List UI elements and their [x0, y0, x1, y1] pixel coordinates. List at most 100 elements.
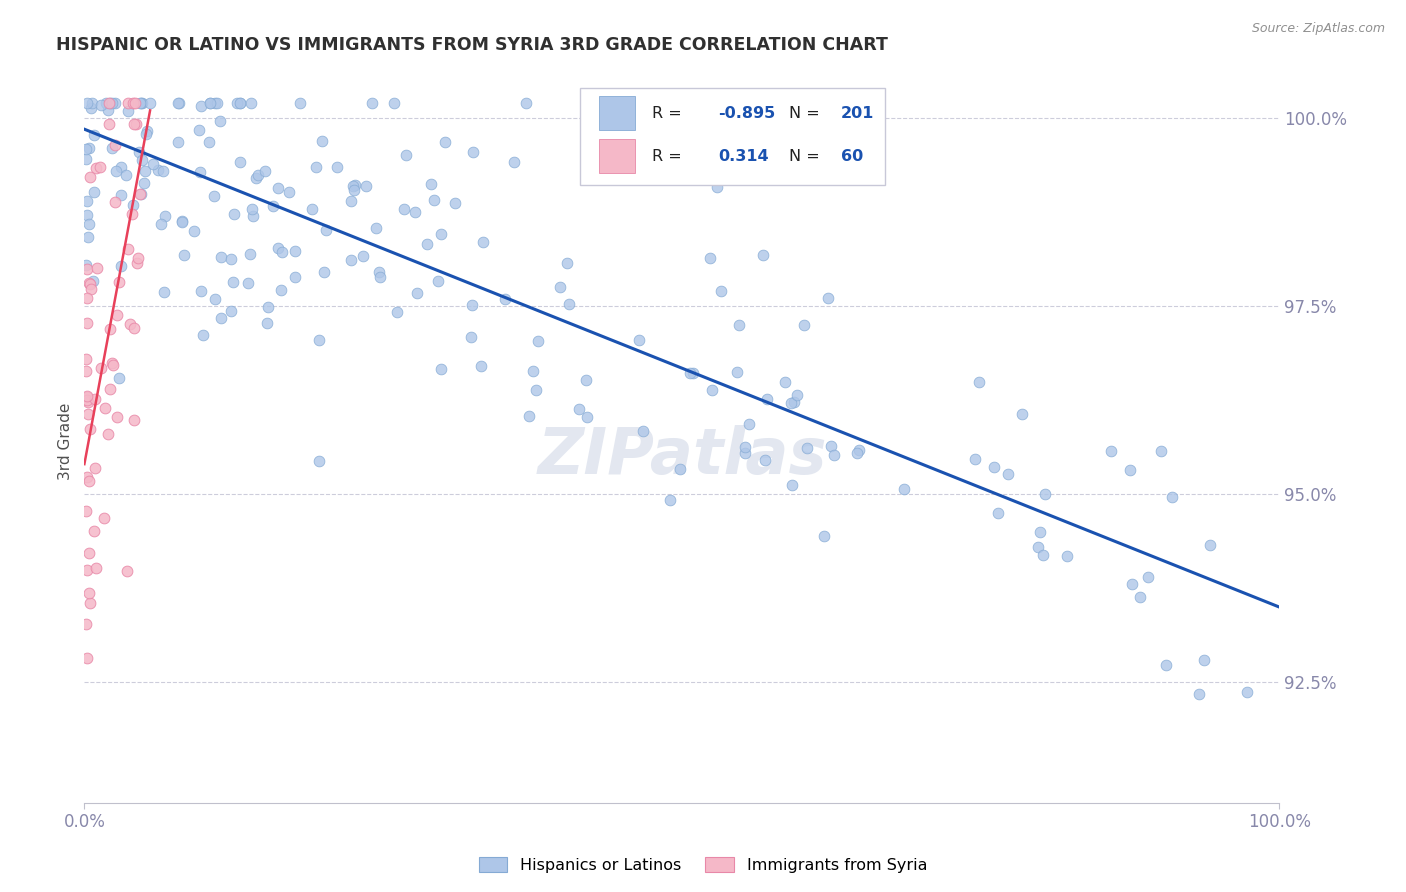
- Point: [420, 177, 443, 191]
- Point: [124, 321, 146, 335]
- Point: [308, 454, 330, 468]
- Point: [284, 269, 307, 284]
- Point: [190, 164, 212, 178]
- Point: [134, 163, 156, 178]
- Point: [1121, 577, 1143, 591]
- Point: [752, 247, 775, 261]
- Point: [1011, 407, 1033, 421]
- Point: [1199, 538, 1222, 552]
- Point: [117, 95, 139, 110]
- Point: [128, 145, 150, 159]
- Point: [76, 392, 98, 407]
- Point: [678, 367, 700, 381]
- Point: [115, 168, 138, 182]
- Point: [84, 561, 107, 575]
- Point: [775, 375, 797, 389]
- Point: [1192, 653, 1215, 667]
- Point: [893, 483, 915, 497]
- Point: [256, 317, 278, 331]
- Point: [219, 252, 242, 266]
- Point: [198, 95, 221, 110]
- Point: [793, 318, 815, 333]
- Point: [443, 195, 465, 210]
- Point: [77, 407, 100, 421]
- Point: [366, 221, 388, 235]
- Point: [122, 413, 145, 427]
- Point: [315, 223, 337, 237]
- Point: [404, 205, 426, 219]
- Point: [796, 441, 818, 455]
- Point: [270, 283, 292, 297]
- Point: [101, 355, 124, 369]
- Point: [89, 160, 111, 174]
- Point: [253, 164, 276, 178]
- Point: [75, 504, 97, 518]
- Point: [76, 563, 98, 577]
- Point: [738, 417, 761, 432]
- Point: [198, 135, 221, 149]
- Point: [699, 251, 721, 265]
- Point: [98, 382, 121, 396]
- Point: [430, 227, 453, 242]
- Point: [1032, 548, 1054, 562]
- Point: [368, 264, 391, 278]
- Point: [682, 367, 704, 381]
- Point: [1033, 486, 1056, 500]
- Point: [967, 375, 990, 389]
- Point: [229, 95, 252, 110]
- Point: [90, 98, 112, 112]
- Point: [426, 274, 449, 288]
- Point: [820, 439, 842, 453]
- Point: [84, 161, 107, 176]
- Point: [101, 358, 124, 372]
- Point: [208, 114, 231, 128]
- Point: [153, 210, 176, 224]
- Text: 201: 201: [841, 105, 875, 120]
- Point: [728, 318, 751, 332]
- Point: [200, 95, 222, 110]
- Point: [129, 95, 152, 110]
- Point: [659, 493, 682, 508]
- Point: [104, 194, 127, 209]
- Point: [97, 103, 120, 117]
- Point: [77, 585, 100, 599]
- Point: [153, 285, 176, 300]
- Point: [204, 292, 226, 306]
- Point: [339, 252, 361, 267]
- Point: [311, 134, 333, 148]
- Point: [75, 616, 97, 631]
- Point: [166, 95, 188, 110]
- Point: [204, 95, 226, 110]
- Point: [224, 207, 246, 221]
- Point: [75, 152, 97, 166]
- Point: [517, 409, 540, 423]
- Point: [104, 137, 127, 152]
- Point: [706, 179, 728, 194]
- Point: [1150, 444, 1173, 458]
- Point: [627, 334, 650, 348]
- Point: [429, 361, 451, 376]
- Point: [343, 178, 366, 192]
- Point: [79, 277, 101, 291]
- Point: [77, 217, 100, 231]
- Point: [101, 141, 124, 155]
- Point: [239, 246, 262, 260]
- Point: [342, 179, 364, 194]
- Point: [191, 327, 214, 342]
- Point: [823, 448, 845, 462]
- Point: [239, 95, 262, 110]
- Point: [94, 95, 117, 110]
- Point: [262, 199, 284, 213]
- Point: [105, 308, 128, 322]
- Point: [405, 285, 427, 300]
- Point: [76, 95, 98, 110]
- Point: [188, 122, 211, 136]
- Point: [515, 95, 537, 110]
- Point: [470, 359, 492, 373]
- Point: [277, 185, 299, 199]
- Point: [170, 215, 193, 229]
- Point: [131, 95, 153, 110]
- Point: [222, 275, 245, 289]
- Point: [98, 95, 121, 110]
- Point: [288, 95, 311, 110]
